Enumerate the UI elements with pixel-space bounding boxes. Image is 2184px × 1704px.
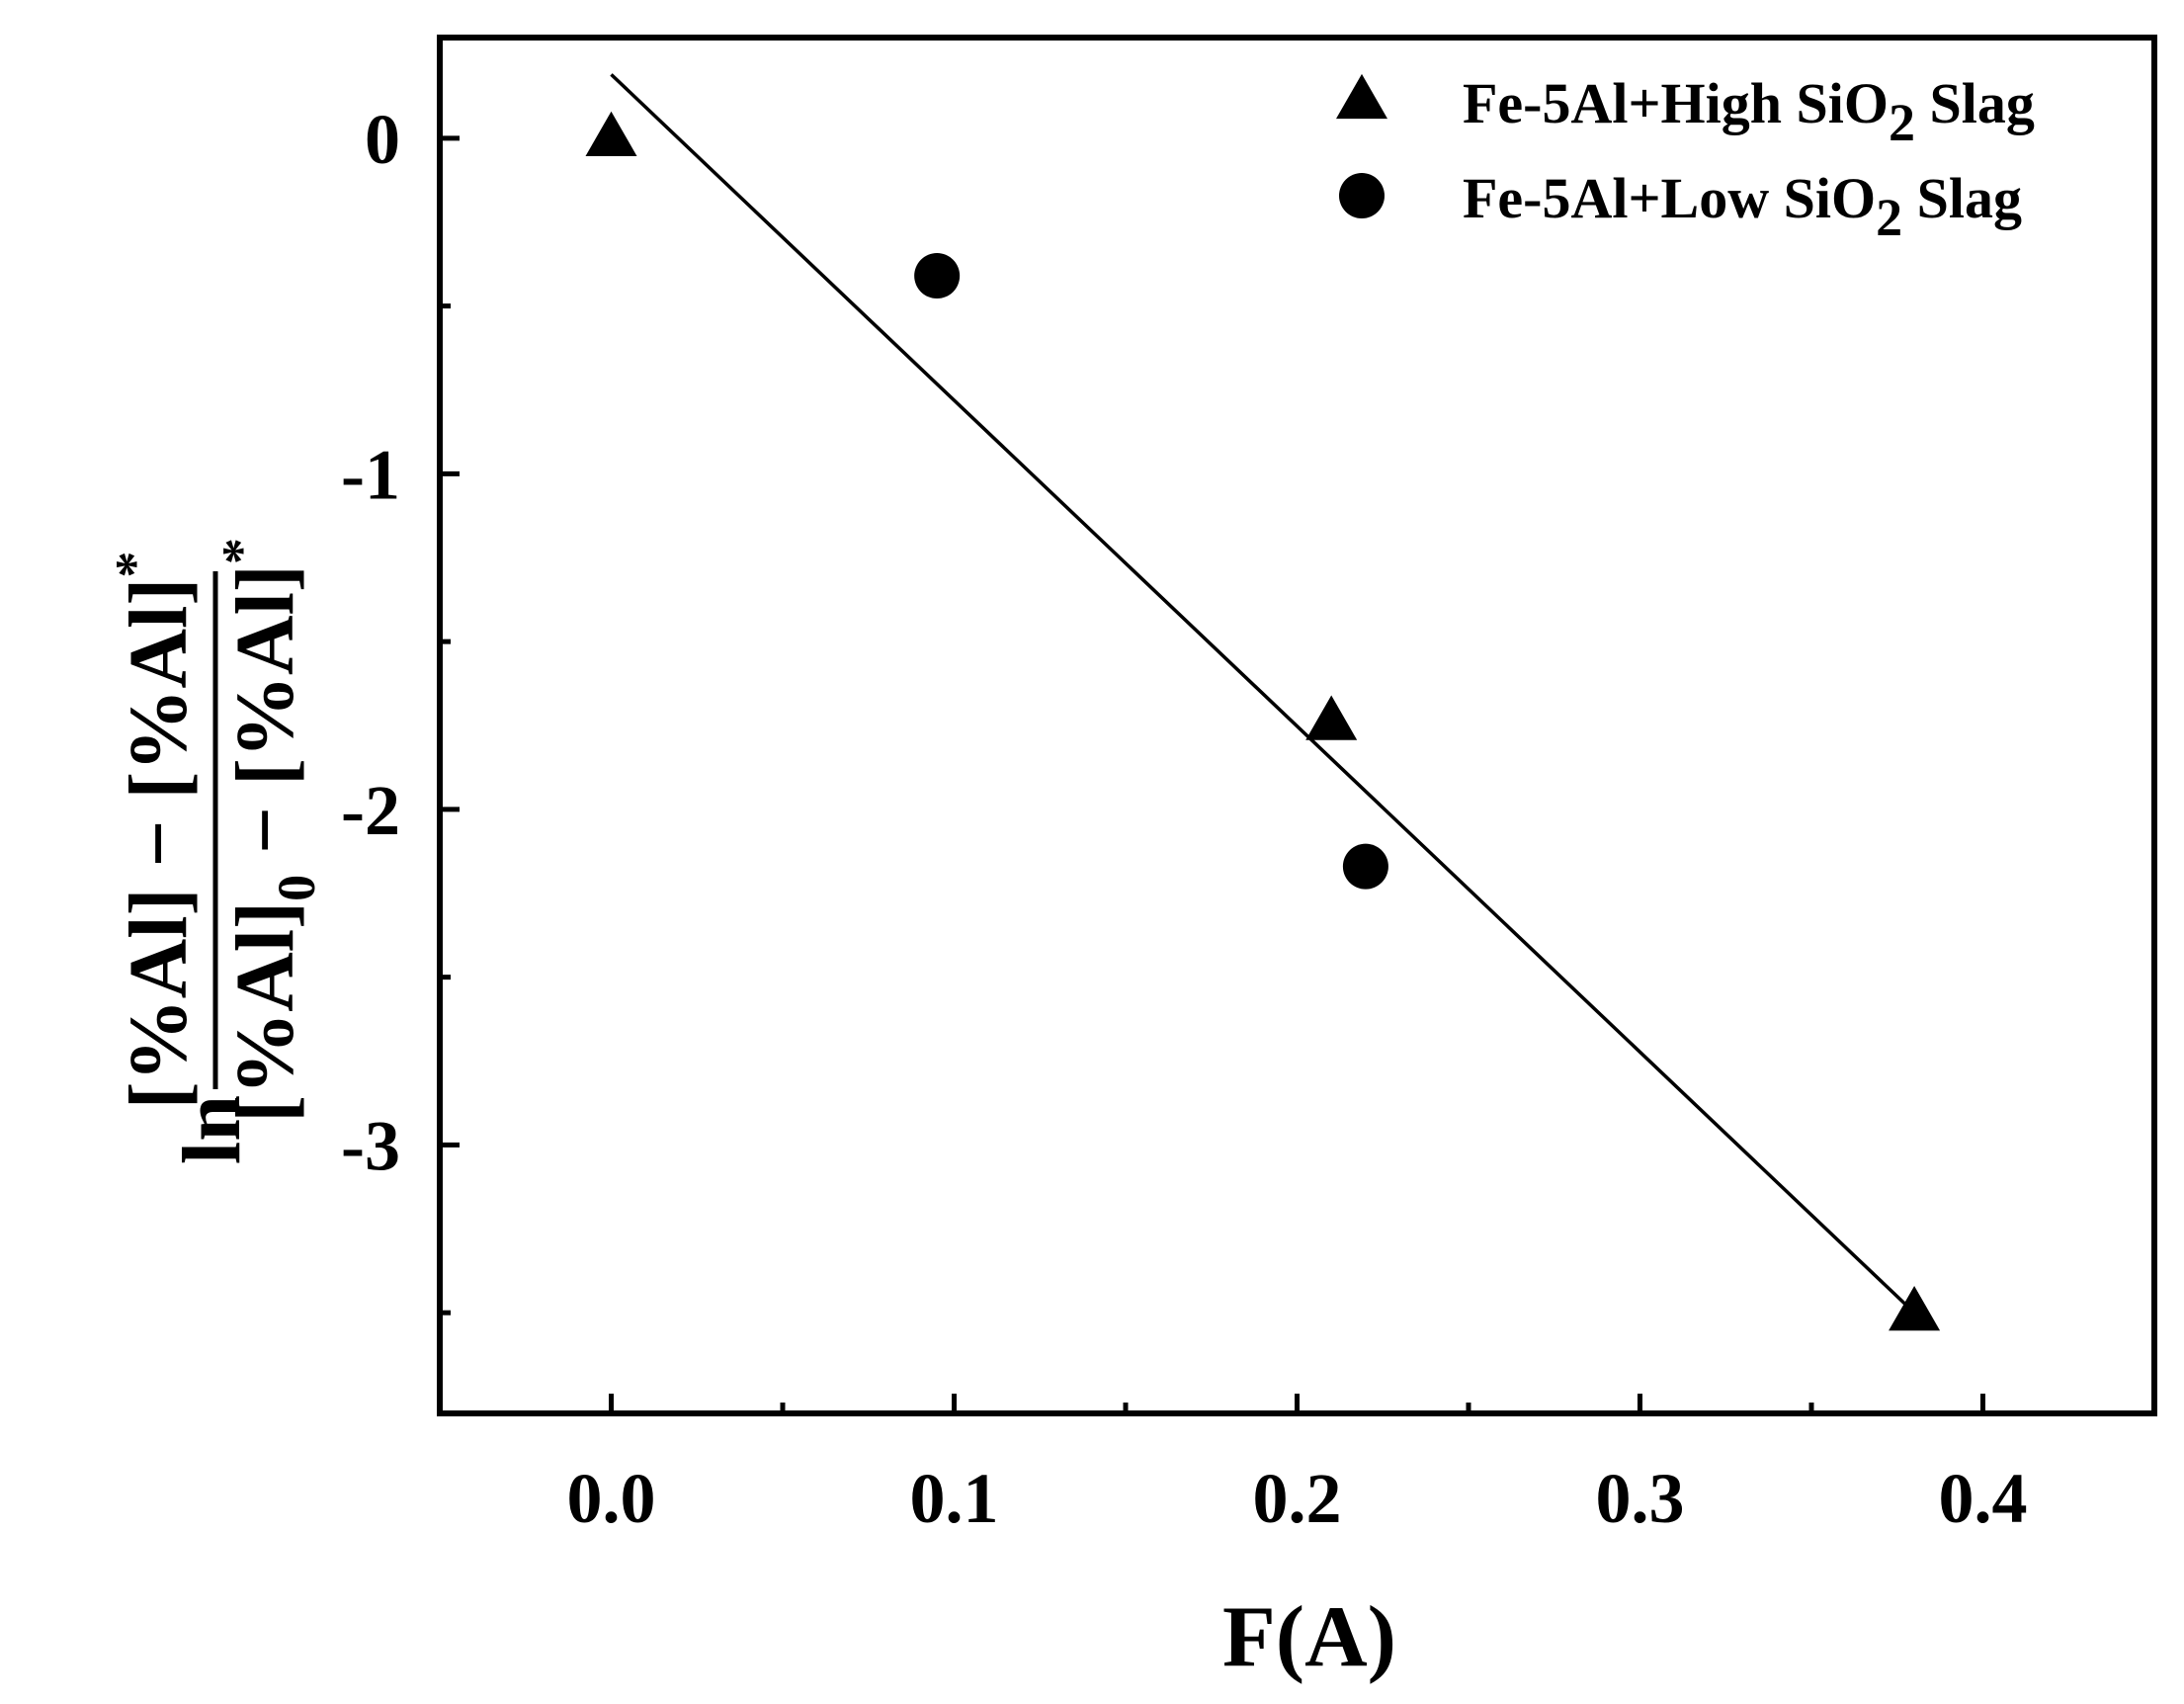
data-point-circle [1342, 843, 1388, 890]
legend-entry-high-sio2: Fe-5Al+High SiO2 Slag [1336, 71, 2035, 152]
axes: 0.0 0.1 0.2 0.3 0.4 0 -1 -2 -3 [341, 35, 2157, 1538]
fit-line [610, 73, 1916, 1315]
data-point-triangle [1889, 1286, 1941, 1331]
y-tick-label: -2 [341, 771, 400, 850]
legend-marker-triangle [1336, 73, 1387, 120]
x-tick-label: 0.2 [1253, 1459, 1342, 1538]
y-tick-label: -1 [341, 435, 400, 514]
legend-label-low-sio2: Fe-5Al+Low SiO2 Slag [1463, 166, 2022, 247]
x-tick-label: 0.1 [910, 1459, 999, 1538]
plot-marks [585, 73, 1941, 1331]
x-axis-label: F(A) [1222, 1589, 1396, 1685]
legend-marker-circle [1339, 173, 1385, 218]
y-tick-label: 0 [365, 100, 400, 179]
legend-label-high-sio2: Fe-5Al+High SiO2 Slag [1463, 71, 2035, 152]
data-point-circle [914, 253, 961, 299]
y-axis-label-prefix: ln [166, 1095, 258, 1164]
x-tick-label: 0.0 [567, 1459, 656, 1538]
y-axis-label-numerator: [%Al] − [%Al]* [105, 552, 205, 1110]
legend: Fe-5Al+High SiO2 Slag Fe-5Al+Low SiO2 Sl… [1336, 71, 2035, 247]
y-tick-label: -3 [341, 1106, 400, 1185]
data-point-triangle [585, 111, 637, 156]
y-axis-label-denominator: [%Al]0 − [%Al]* [211, 538, 326, 1123]
data-point-triangle [1305, 695, 1358, 740]
x-tick-label: 0.3 [1596, 1459, 1685, 1538]
legend-entry-low-sio2: Fe-5Al+Low SiO2 Slag [1339, 166, 2022, 247]
x-tick-label: 0.4 [1939, 1459, 2028, 1538]
y-axis-label: ln [%Al] − [%Al]* [%Al]0 − [%Al]* [105, 538, 326, 1164]
